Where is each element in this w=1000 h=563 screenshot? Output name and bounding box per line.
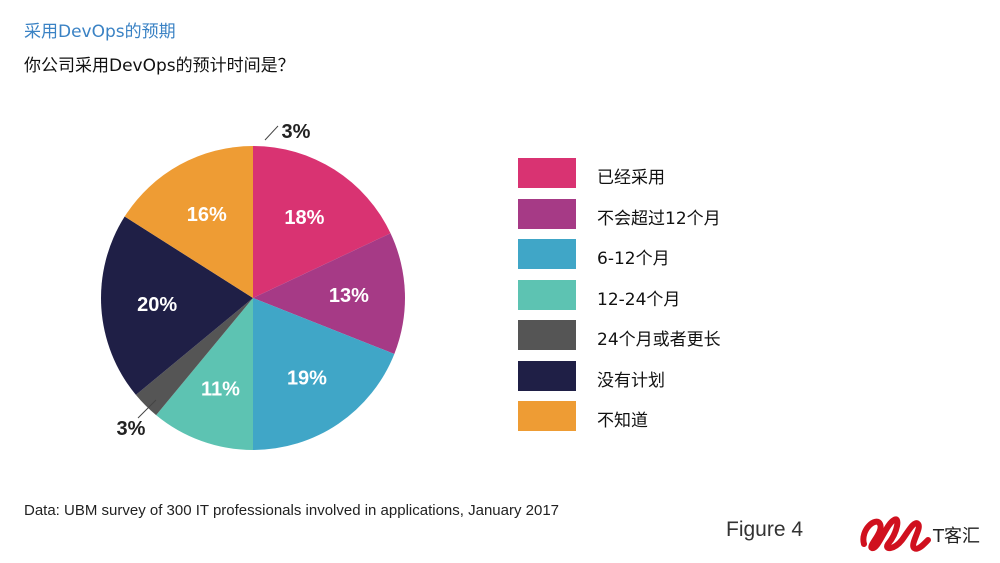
pie-slice — [253, 233, 405, 354]
legend-item: 24个月或者更长 — [518, 320, 818, 350]
slice-value-label: 18% — [284, 207, 324, 229]
legend-label: 不知道 — [597, 411, 648, 431]
legend-swatch — [518, 401, 576, 431]
legend-swatch — [518, 320, 576, 350]
callout-line — [137, 399, 157, 419]
source-note: Data: UBM survey of 300 IT professionals… — [24, 502, 560, 519]
pie-slice — [135, 298, 253, 416]
legend-swatch — [518, 198, 576, 229]
slice-value-label: 16% — [187, 204, 227, 226]
logo-mark-icon — [860, 516, 931, 552]
callout-line — [264, 125, 279, 141]
slice-value-label: 11% — [201, 378, 240, 400]
legend-label: 没有计划 — [597, 370, 665, 391]
figure-number: Figure 4 — [726, 518, 804, 541]
legend-item: 不知道 — [518, 401, 818, 431]
legend-swatch — [518, 360, 576, 391]
legend-item: 不会超过12个月 — [518, 198, 818, 229]
legend-swatch — [518, 279, 576, 310]
legend-label: 6-12个月 — [597, 249, 670, 269]
legend-label: 已经采用 — [597, 168, 665, 188]
callout-value-label: 3% — [117, 418, 146, 440]
pie-slice — [124, 146, 253, 298]
legend-swatch — [518, 239, 576, 269]
pie-slice — [253, 298, 395, 450]
brand-logo: T客汇 — [858, 510, 988, 555]
callout-value-label: 3% — [282, 121, 311, 143]
logo-text: T客汇 — [933, 526, 980, 547]
pie-slice — [101, 216, 253, 395]
page-title: 采用DevOps的预期 — [24, 22, 176, 42]
legend-label: 12-24个月 — [597, 289, 681, 310]
legend-item: 没有计划 — [518, 360, 818, 391]
pie-slice — [253, 146, 391, 298]
legend-item: 12-24个月 — [518, 279, 818, 310]
legend-item: 6-12个月 — [518, 239, 818, 269]
legend-label: 24个月或者更长 — [597, 330, 721, 350]
pie-slice — [156, 298, 253, 450]
slice-value-label: 19% — [287, 367, 327, 389]
legend-item: 已经采用 — [518, 158, 818, 188]
slice-value-label: 20% — [137, 294, 177, 316]
legend-swatch — [518, 158, 576, 188]
slice-value-label: 13% — [329, 285, 369, 307]
question-subtitle: 你公司采用DevOps的预计时间是？ — [24, 56, 295, 76]
legend-label: 不会超过12个月 — [597, 208, 721, 229]
